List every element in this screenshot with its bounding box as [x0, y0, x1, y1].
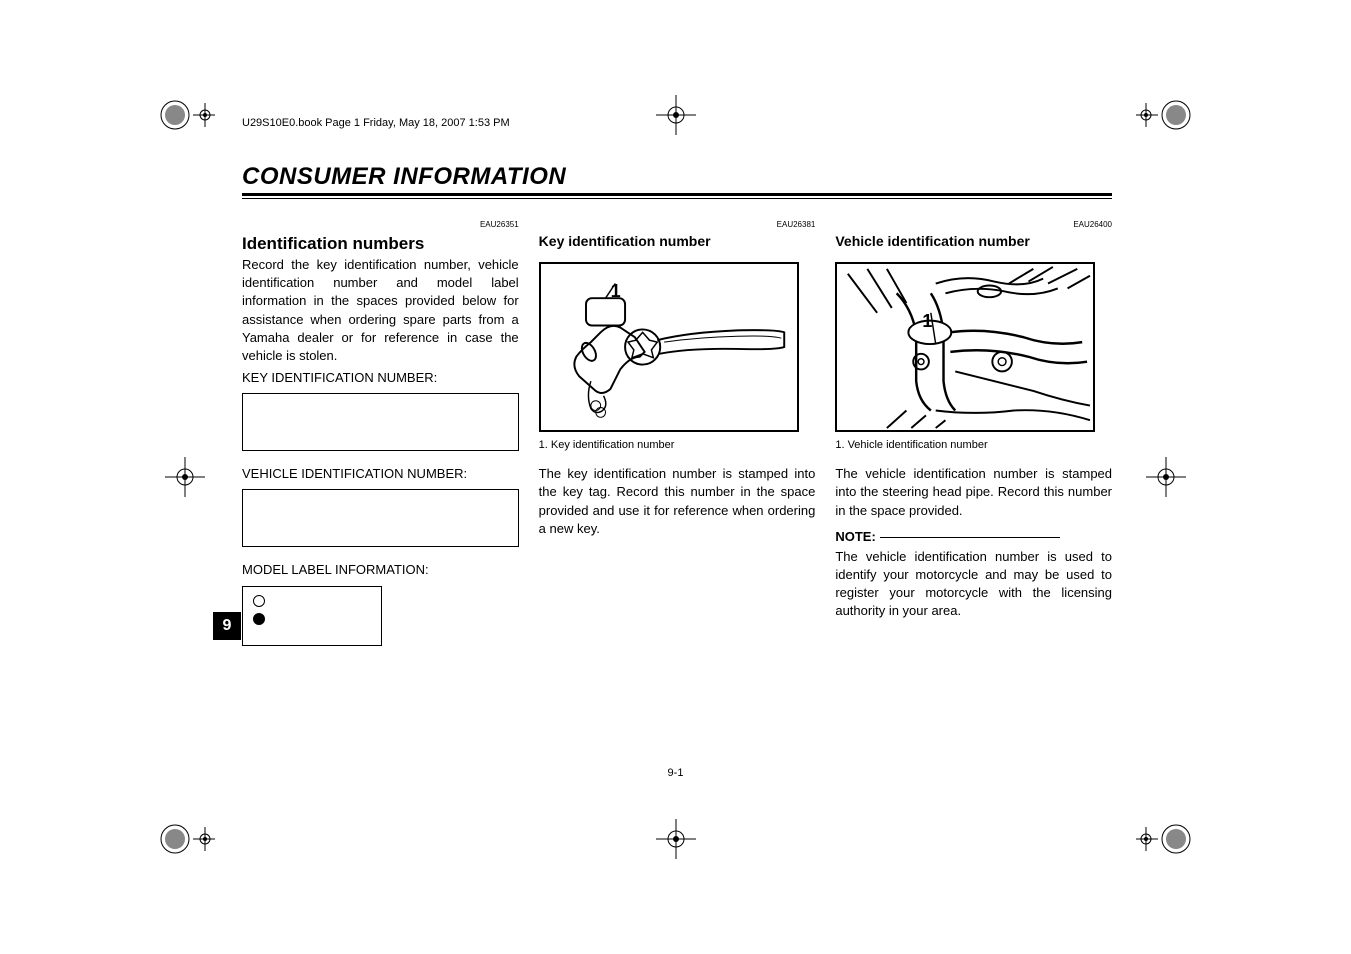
crop-mark-right-center [1136, 447, 1196, 507]
crop-mark-top-right [1136, 85, 1196, 145]
figure-vin-callout: 1 [922, 309, 932, 334]
note-row: NOTE: [835, 528, 1112, 546]
model-label-box [242, 586, 382, 646]
column-3: EAU26400 Vehicle identification number 1 [835, 219, 1112, 646]
crop-mark-bottom-left [155, 809, 215, 869]
body-text-2: The key identification number is stamped… [539, 465, 816, 538]
print-header-line: U29S10E0.book Page 1 Friday, May 18, 200… [242, 117, 510, 129]
figure-vin-caption: 1. Vehicle identification number [835, 438, 1112, 453]
crop-mark-bottom-right [1136, 809, 1196, 869]
open-circle-icon [253, 595, 265, 607]
figure-key-callout: 1 [611, 279, 621, 304]
figure-key-caption: 1. Key identification number [539, 438, 816, 453]
title-underline [242, 193, 1112, 199]
column-2: EAU26381 Key identification number 1 [539, 219, 816, 646]
column-1: EAU26351 Identification numbers Record t… [242, 219, 519, 646]
vin-label: VEHICLE IDENTIFICATION NUMBER: [242, 465, 519, 483]
crop-mark-top-center [646, 85, 706, 145]
model-label-info-label: MODEL LABEL INFORMATION: [242, 561, 519, 579]
crop-mark-left-center [155, 447, 215, 507]
doc-code-3: EAU26400 [835, 219, 1112, 230]
note-line [880, 537, 1060, 538]
note-label: NOTE: [835, 529, 875, 544]
content-columns: EAU26351 Identification numbers Record t… [242, 219, 1112, 646]
section-heading-identification: Identification numbers [242, 232, 519, 256]
doc-code-2: EAU26381 [539, 219, 816, 230]
figure-vin: 1 [835, 262, 1095, 432]
crop-mark-bottom-center [646, 809, 706, 869]
page-number: 9-1 [668, 767, 684, 779]
crop-mark-top-left [155, 85, 215, 145]
doc-code-1: EAU26351 [242, 219, 519, 230]
filled-circle-icon [253, 613, 265, 625]
body-text-3: The vehicle identification number is sta… [835, 465, 1112, 520]
page-content: CONSUMER INFORMATION EAU26351 Identifica… [242, 163, 1112, 646]
key-id-label: KEY IDENTIFICATION NUMBER: [242, 369, 519, 387]
chapter-title: CONSUMER INFORMATION [242, 163, 1112, 191]
sub-heading-key-id: Key identification number [539, 232, 816, 252]
vin-record-box [242, 489, 519, 547]
figure-key: 1 [539, 262, 799, 432]
sub-heading-vin: Vehicle identification number [835, 232, 1112, 252]
key-id-record-box [242, 393, 519, 451]
body-text-1: Record the key identification number, ve… [242, 256, 519, 365]
note-body: The vehicle identification number is use… [835, 548, 1112, 621]
chapter-tab: 9 [213, 612, 241, 640]
